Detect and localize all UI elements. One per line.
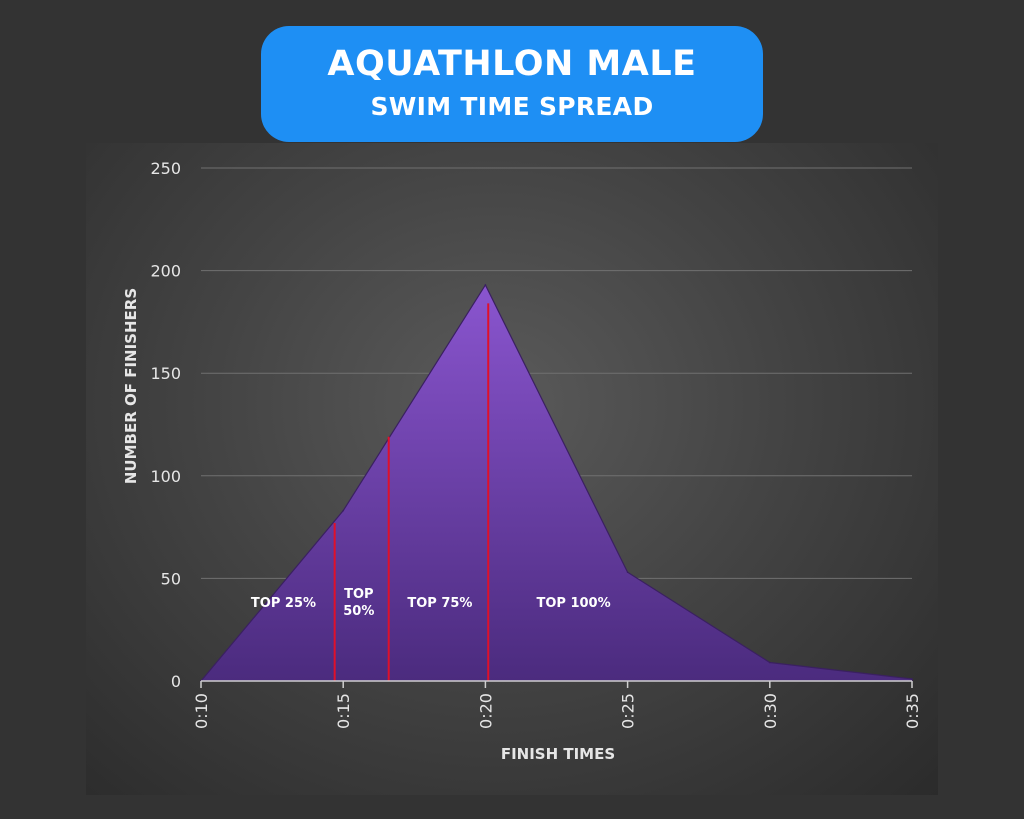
annotations: TOP 25% TOP 50% TOP 75% TOP 100% [251,587,611,619]
annotation-label: TOP 75% [407,596,472,611]
y-tick-label: 150 [150,364,181,383]
y-tick-label: 50 [161,569,181,588]
area-series-fill [199,283,913,682]
y-tick-label: 0 [171,672,181,691]
data-point [626,571,629,574]
percentile-markers [333,303,490,681]
data-point [484,284,487,286]
data-point [342,509,345,512]
x-tick-label: 0:35 [903,693,922,729]
y-axis-label: NUMBER OF FINISHERS [122,288,140,484]
annotation-label: TOP 100% [536,596,610,611]
y-tick-label: 100 [150,467,181,486]
y-tick-label: 250 [150,159,181,178]
data-point [769,661,771,664]
gridlines [201,167,912,579]
chart-title-banner: AQUATHLON MALE SWIM TIME SPREAD [261,26,763,142]
annotation-label: TOP 50% [343,587,374,619]
x-tick-label: 0:15 [334,693,353,729]
chart-panel: 0 50 100 150 200 250 0:10 0:15 0:20 0:25 0:30 0:35 … [86,143,938,795]
x-axis-label: FINISH TIMES [501,745,615,763]
x-tick-label: 0:30 [761,693,780,729]
axes: 0 50 100 150 200 250 0:10 0:15 0:20 0:25 0:30 0:35 [150,159,922,729]
annotation-label: TOP 25% [251,596,316,611]
y-tick-label: 200 [150,262,181,281]
x-tick-label: 0:10 [192,693,211,729]
chart-subtitle: SWIM TIME SPREAD [370,92,654,121]
series-area [199,283,913,682]
chart-title: AQUATHLON MALE [327,44,697,84]
x-tick-label: 0:25 [619,693,638,729]
data-point [911,678,913,680]
x-tick-label: 0:20 [476,693,495,729]
